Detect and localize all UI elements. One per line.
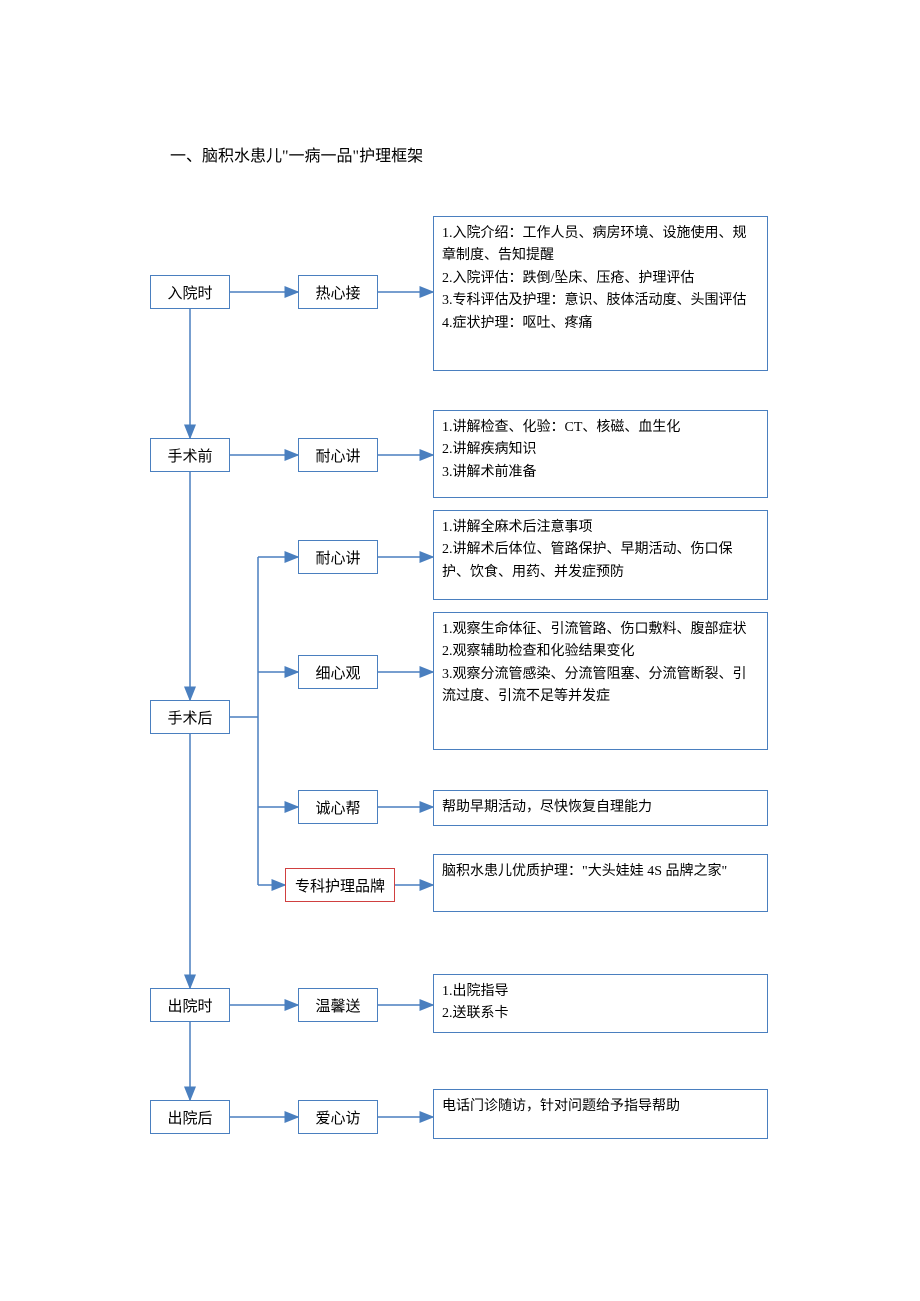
content-box-c4: 1.观察生命体征、引流管路、伤口敷料、腹部症状 2.观察辅助检查和化验结果变化 … [433,612,768,750]
mid-box-m8: 爱心访 [298,1100,378,1134]
stage-box-stage-preop: 手术前 [150,438,230,472]
mid-box-label: 专科护理品牌 [295,875,385,896]
mid-box-label: 爱心访 [315,1107,360,1128]
stage-box-stage-in: 入院时 [150,275,230,309]
mid-box-m2: 耐心讲 [298,438,378,472]
stage-box-label: 手术前 [167,445,212,466]
content-box-c2: 1.讲解检查、化验：CT、核磁、血生化 2.讲解疾病知识 3.讲解术前准备 [433,410,768,498]
stage-box-label: 出院时 [167,995,212,1016]
mid-box-label: 耐心讲 [315,445,360,466]
page-title: 一、脑积水患儿"一病一品"护理框架 [170,142,423,166]
mid-box-label: 诚心帮 [315,797,360,818]
mid-box-m6: 专科护理品牌 [285,868,395,902]
stage-box-label: 手术后 [167,707,212,728]
mid-box-label: 温馨送 [315,995,360,1016]
mid-box-m4: 细心观 [298,655,378,689]
mid-box-m5: 诚心帮 [298,790,378,824]
content-box-c7: 1.出院指导 2.送联系卡 [433,974,768,1033]
mid-box-label: 细心观 [315,662,360,683]
content-box-c1: 1.入院介绍：工作人员、病房环境、设施使用、规章制度、告知提醒 2.入院评估：跌… [433,216,768,371]
stage-box-label: 出院后 [167,1107,212,1128]
mid-box-m1: 热心接 [298,275,378,309]
stage-box-label: 入院时 [167,282,212,303]
mid-box-label: 热心接 [315,282,360,303]
stage-box-stage-postop: 手术后 [150,700,230,734]
content-box-c6: 脑积水患儿优质护理："大头娃娃 4S 品牌之家" [433,854,768,912]
mid-box-m3: 耐心讲 [298,540,378,574]
content-box-c5: 帮助早期活动，尽快恢复自理能力 [433,790,768,826]
content-box-c8: 电话门诊随访，针对问题给予指导帮助 [433,1089,768,1139]
stage-box-stage-dis: 出院时 [150,988,230,1022]
mid-box-label: 耐心讲 [315,547,360,568]
stage-box-stage-after: 出院后 [150,1100,230,1134]
mid-box-m7: 温馨送 [298,988,378,1022]
content-box-c3: 1.讲解全麻术后注意事项 2.讲解术后体位、管路保护、早期活动、伤口保护、饮食、… [433,510,768,600]
